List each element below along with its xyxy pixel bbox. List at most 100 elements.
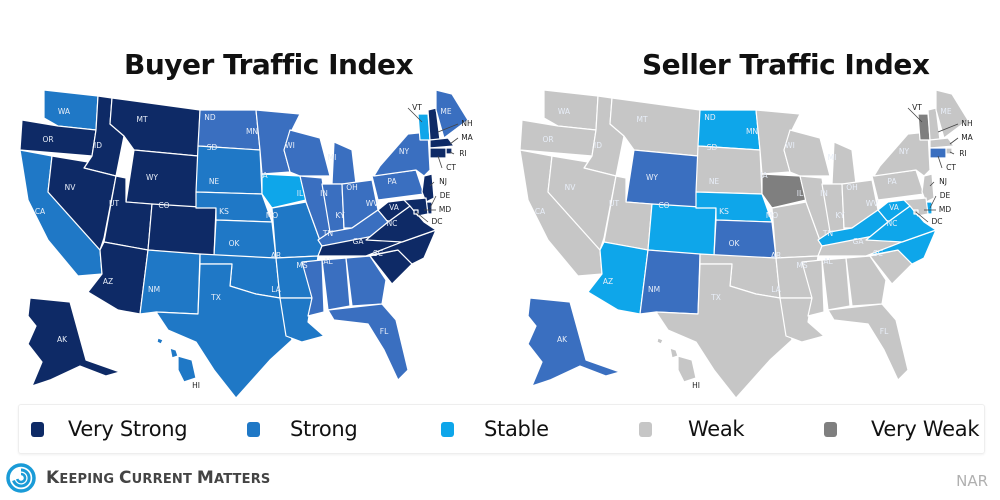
seller-callout-line <box>929 195 937 209</box>
seller-state-sd <box>695 145 763 195</box>
seller-label-vt: VT <box>912 103 922 112</box>
buyer-state-ia <box>261 173 307 209</box>
buyer-state-al <box>321 257 351 311</box>
buyer-state-hi-island <box>177 355 197 383</box>
seller-callout-line <box>937 155 943 169</box>
legend-label: Very Strong <box>68 417 188 441</box>
buyer-label-vt: VT <box>412 103 422 112</box>
seller-label-ga: GA <box>853 237 865 246</box>
buyer-callout-line <box>429 181 435 187</box>
seller-label-il: IL <box>797 189 804 198</box>
seller-label-wy: WY <box>646 173 658 182</box>
buyer-state-tx <box>155 263 293 399</box>
seller-label-ca: CA <box>535 207 546 216</box>
buyer-state-ma <box>429 137 455 149</box>
seller-label-ny: NY <box>899 147 910 156</box>
seller-state-ks <box>713 219 777 259</box>
buyer-label-va: VA <box>389 203 400 212</box>
seller-label-mi: MI <box>828 153 837 162</box>
seller-label-nv: NV <box>565 183 577 192</box>
buyer-state-me <box>435 89 469 139</box>
buyer-callout-line <box>429 195 437 209</box>
seller-label-me: ME <box>940 107 951 116</box>
seller-label-wv: WV <box>866 199 879 208</box>
buyer-label-ky: KY <box>335 211 345 220</box>
buyer-label-mt: MT <box>136 115 147 124</box>
buyer-label-mi: MI <box>328 153 337 162</box>
buyer-callout-line <box>437 155 443 169</box>
buyer-label-dc: DC <box>431 217 442 226</box>
seller-label-hi: HI <box>692 381 700 390</box>
keeping-current-matters-logo: KEEPING CURRENT MATTERS <box>6 463 270 493</box>
seller-state-nj <box>921 173 935 203</box>
buyer-label-ia: IA <box>260 171 268 180</box>
legend-item-very-strong: Very Strong <box>31 405 188 453</box>
seller-state-wa <box>543 89 599 131</box>
seller-label-pa: PA <box>887 177 897 186</box>
seller-label-mt: MT <box>636 115 647 124</box>
buyer-state-ak <box>27 297 121 387</box>
seller-label-oh: OH <box>846 183 858 192</box>
buyer-callout-line <box>449 137 459 145</box>
seller-label-ut: UT <box>609 199 619 208</box>
buyer-label-wy: WY <box>146 173 158 182</box>
seller-label-ma: MA <box>961 133 973 142</box>
buyer-state-nm <box>139 249 201 315</box>
seller-label-nd: ND <box>704 113 716 122</box>
buyer-state-nj <box>421 173 435 203</box>
buyer-label-al: AL <box>323 257 333 266</box>
buyer-label-pa: PA <box>387 177 397 186</box>
buyer-state-sd <box>195 145 263 195</box>
seller-label-or: OR <box>542 135 553 144</box>
legend-item-weak: Weak <box>639 405 745 453</box>
seller-state-tx <box>655 263 793 399</box>
buyer-label-ri: RI <box>459 149 466 158</box>
buyer-label-sd: SD <box>207 143 218 152</box>
buyer-state-ms <box>301 259 325 317</box>
seller-label-ar: AR <box>771 251 781 260</box>
buyer-label-ks: KS <box>219 207 229 216</box>
seller-state-wy <box>625 149 699 209</box>
seller-label-id: ID <box>594 141 602 150</box>
buyer-state-hi-island <box>156 337 164 345</box>
buyer-state-mt <box>109 97 201 157</box>
buyer-label-sc: SC <box>373 249 383 258</box>
buyer-label-wv: WV <box>366 199 379 208</box>
buyer-state-ri <box>445 147 453 155</box>
seller-state-ri <box>945 147 953 155</box>
legend-item-very-weak: Very Weak <box>824 405 979 453</box>
seller-state-ia <box>761 173 807 209</box>
seller-label-md: MD <box>939 205 951 214</box>
seller-state-al <box>821 257 851 311</box>
legend-swatch-strong <box>247 421 260 437</box>
buyer-label-mn: MN <box>246 127 258 136</box>
buyer-state-ct <box>429 147 447 159</box>
buyer-label-me: ME <box>440 107 451 116</box>
legend-label: Strong <box>290 417 358 441</box>
buyer-label-il: IL <box>297 189 304 198</box>
buyer-label-id: ID <box>94 141 102 150</box>
seller-state-co <box>647 203 717 257</box>
buyer-label-ct: CT <box>446 163 456 172</box>
seller-state-nm <box>639 249 701 315</box>
buyer-label-md: MD <box>439 205 451 214</box>
legend-swatch-very-strong <box>31 421 44 437</box>
seller-label-co: CO <box>658 201 669 210</box>
buyer-state-ks <box>213 219 277 259</box>
seller-state-ms <box>801 259 825 317</box>
buyer-label-ca: CA <box>35 207 46 216</box>
buyer-state-hi <box>169 347 179 359</box>
buyer-state-wi <box>283 129 331 177</box>
buyer-label-wi: WI <box>285 141 295 150</box>
seller-label-wa: WA <box>558 107 571 116</box>
legend-swatch-weak <box>639 421 652 437</box>
buyer-label-nm: NM <box>148 285 160 294</box>
seller-label-ne: NE <box>709 177 720 186</box>
legend-label: Stable <box>484 417 549 441</box>
buyer-callout-line <box>437 123 459 133</box>
buyer-label-ut: UT <box>109 199 119 208</box>
seller-state-hi-island <box>656 337 664 345</box>
seller-label-ks: KS <box>719 207 729 216</box>
seller-label-ok: OK <box>729 239 741 248</box>
seller-state-fl <box>827 303 909 381</box>
